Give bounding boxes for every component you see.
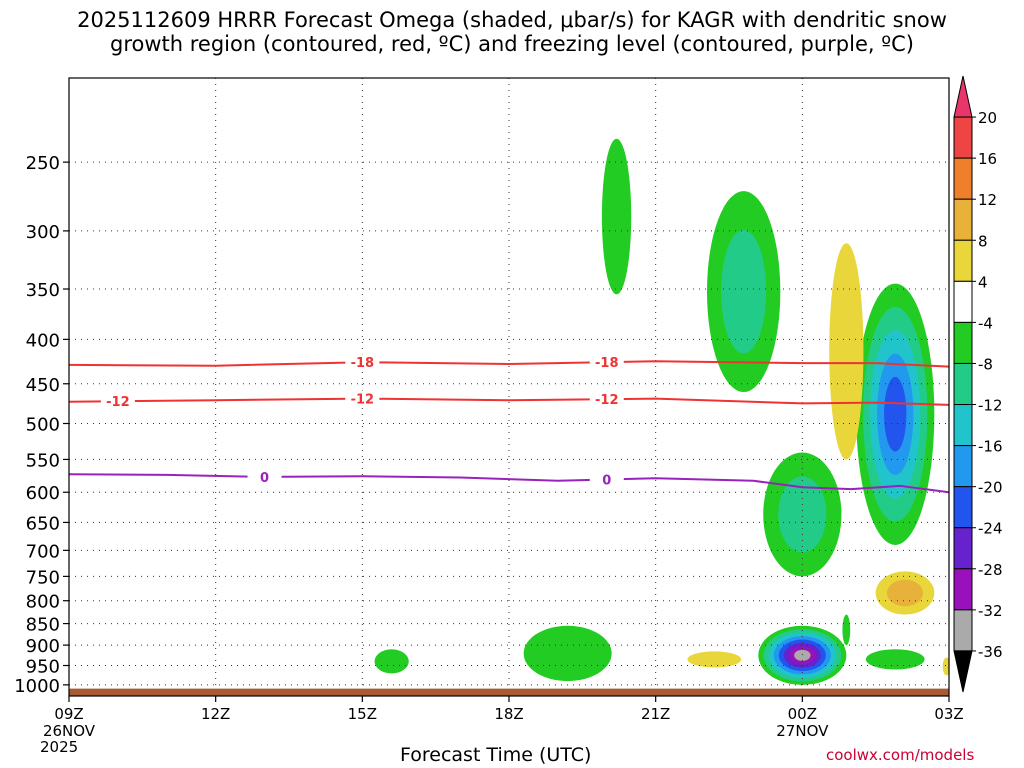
contour-label-bg-0-0: [247, 468, 282, 485]
colorbar: 20 16 12 8 4 -4 -8 -12 -16 -20 -24 -28 -32 -36: [953, 75, 1003, 693]
contour-label--12-0: -12: [106, 395, 130, 410]
colorbar-bin-3: [953, 198, 973, 241]
credit-link[interactable]: coolwx.com/models: [826, 746, 975, 764]
y-tick-label-350: 350: [26, 280, 60, 301]
omega-region-6-band-0: [374, 649, 409, 674]
temperature-contours: -18 -18 -12 -12 -12 0 0: [68, 354, 950, 494]
contour-line--18: [68, 360, 950, 368]
y-tick-label-500: 500: [26, 414, 60, 435]
colorbar-label-8: 8: [978, 232, 988, 250]
contour-label-bg--12-2: [589, 391, 624, 408]
contour-label-bg--12-0: [100, 393, 135, 410]
colorbar-arrow-top: [953, 75, 973, 118]
colorbar-bin-2: [953, 157, 973, 200]
colorbar-label-4: 4: [978, 273, 988, 291]
y-tick-label-650: 650: [26, 513, 60, 534]
x-axis-title: Forecast Time (UTC): [400, 744, 592, 766]
contour-label-bg--12-1: [345, 390, 380, 407]
plot-frame: [68, 77, 950, 697]
colorbar-bin-10: [953, 486, 973, 529]
contour-label-bg--18-0: [345, 354, 380, 371]
y-tick-label-700: 700: [26, 541, 60, 562]
x-tick-date-26NOV: 26NOV: [43, 722, 96, 740]
colorbar-bin-12: [953, 568, 973, 611]
contour-label--12-1: -12: [351, 393, 375, 408]
colorbar-label--28: -28: [978, 561, 1003, 579]
chart-title-line-1: 2025112609 HRRR Forecast Omega (shaded, …: [77, 8, 947, 32]
x-tick-label-12Z: 12Z: [201, 705, 230, 723]
x-tick-label-15Z: 15Z: [348, 705, 377, 723]
colorbar-arrow-bottom: [953, 650, 973, 693]
omega-region-3-band-4: [884, 376, 907, 452]
y-tick-label-300: 300: [26, 222, 60, 243]
contour-label-0-0: 0: [260, 471, 269, 486]
omega-region-4-band-7: [794, 649, 811, 661]
colorbar-label--24: -24: [978, 520, 1003, 538]
omega-region-10-band-1: [886, 579, 924, 607]
y-tick-label-1000: 1000: [14, 676, 60, 697]
colorbar-label--20: -20: [978, 479, 1003, 497]
omega-region-11-band-0: [687, 651, 742, 668]
colorbar-bin-13: [953, 609, 973, 652]
y-tick-label-600: 600: [26, 483, 60, 504]
colorbar-bin-7: [953, 362, 973, 406]
omega-region-12-band-0: [942, 657, 949, 676]
x-axis-start-year: 2025: [40, 738, 79, 756]
colorbar-bin-11: [953, 527, 973, 570]
x-tick-date-27NOV: 27NOV: [776, 722, 829, 740]
y-tick-label-250: 250: [26, 153, 60, 174]
y-tick-label-850: 850: [26, 615, 60, 636]
colorbar-bin-1: [953, 116, 973, 159]
omega-shading: [374, 138, 949, 685]
colorbar-bin-4: [953, 239, 973, 282]
contour-label--18-0: -18: [351, 356, 375, 371]
colorbar-label--4: -4: [978, 314, 993, 332]
chart-title-line-2: growth region (contoured, red, ºC) and f…: [110, 32, 914, 56]
colorbar-label--12: -12: [978, 397, 1003, 415]
x-tick-label-03Z: 03Z: [934, 705, 963, 723]
x-tick-label-09Z: 09Z: [54, 705, 83, 723]
y-tick-label-450: 450: [26, 375, 60, 396]
omega-region-1-band-1: [721, 229, 767, 354]
y-tick-label-400: 400: [26, 330, 60, 351]
grid-lines: [68, 78, 950, 696]
y-tick-label-800: 800: [26, 592, 60, 613]
colorbar-label--8: -8: [978, 355, 993, 373]
y-tick-label-550: 550: [26, 450, 60, 471]
ground-below-surface: [69, 688, 949, 696]
y-tick-label-950: 950: [26, 657, 60, 678]
omega-region-7-band-0: [865, 649, 925, 670]
colorbar-label--32: -32: [978, 602, 1003, 620]
contour-label-bg-0-1: [589, 471, 624, 488]
omega-region-5-band-0: [523, 625, 612, 682]
colorbar-bin-6: [953, 321, 973, 364]
omega-region-8-band-0: [842, 614, 851, 646]
y-axis: 2503003504004505005506006507007508008509…: [14, 153, 69, 697]
colorbar-label--16: -16: [978, 438, 1003, 456]
x-tick-label-00Z: 00Z: [788, 705, 817, 723]
y-tick-label-900: 900: [26, 636, 60, 657]
colorbar-label--36: -36: [978, 643, 1003, 661]
colorbar-bin-5: [953, 280, 973, 323]
omega-region-0-band-0: [601, 138, 632, 295]
omega-region-9-band-0: [829, 243, 864, 460]
x-tick-label-18Z: 18Z: [494, 705, 523, 723]
contour-label--18-1: -18: [595, 356, 619, 371]
contour-label--12-2: -12: [595, 393, 619, 408]
colorbar-label-20: 20: [978, 109, 997, 127]
contour-label-0-1: 0: [602, 473, 611, 488]
x-tick-label-21Z: 21Z: [641, 705, 670, 723]
colorbar-bin-8: [953, 404, 973, 447]
colorbar-label-16: 16: [978, 150, 997, 168]
contour-line--12: [68, 397, 950, 406]
contour-label-bg--18-1: [589, 354, 624, 371]
colorbar-label-12: 12: [978, 191, 997, 209]
colorbar-bin-9: [953, 445, 973, 488]
y-tick-label-750: 750: [26, 567, 60, 588]
omega-region-2-band-1: [778, 476, 827, 553]
